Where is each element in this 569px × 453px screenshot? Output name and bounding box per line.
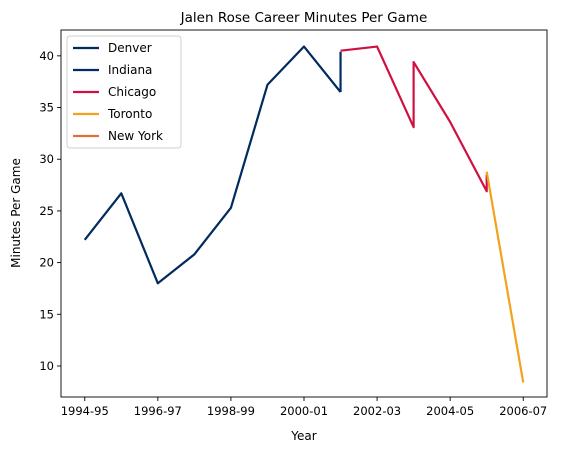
series-line-denver <box>83 45 342 285</box>
x-tick-label: 1998-99 <box>207 404 255 418</box>
plot-lines <box>83 45 525 383</box>
series-line-toronto <box>485 171 525 383</box>
chart-title: Jalen Rose Career Minutes Per Game <box>180 10 428 26</box>
x-tick-label: 2002-03 <box>353 404 401 418</box>
x-tick-label: 2006-07 <box>499 404 547 418</box>
y-tick-label: 15 <box>39 307 54 321</box>
legend-label: Chicago <box>108 85 156 99</box>
y-tick-label: 35 <box>39 101 54 115</box>
y-axis-label: Minutes Per Game <box>9 158 23 268</box>
legend: Denver Indiana Chicago Toronto New York <box>66 35 182 149</box>
legend-label: New York <box>108 129 163 143</box>
y-tick-label: 10 <box>39 359 54 373</box>
x-tick-label: 1994-95 <box>61 404 109 418</box>
legend-box <box>66 35 182 149</box>
legend-label: Indiana <box>108 63 152 77</box>
y-tick-label: 20 <box>39 256 54 270</box>
x-tick-label: 2004-05 <box>426 404 474 418</box>
series-line-chicago <box>340 45 488 193</box>
y-tick-label: 30 <box>39 152 54 166</box>
y-tick-label: 40 <box>39 49 54 63</box>
x-tick-label: 2000-01 <box>280 404 328 418</box>
legend-label: Denver <box>108 41 152 55</box>
legend-label: Toronto <box>107 107 152 121</box>
x-tick-label: 1996-97 <box>134 404 182 418</box>
x-axis-label: Year <box>290 429 316 443</box>
y-tick-label: 25 <box>39 204 54 218</box>
y-axis: 10 15 20 25 30 35 40 <box>39 49 61 373</box>
x-axis: 1994-95 1996-97 1998-99 2000-01 2002-03 2004-… <box>61 397 547 418</box>
